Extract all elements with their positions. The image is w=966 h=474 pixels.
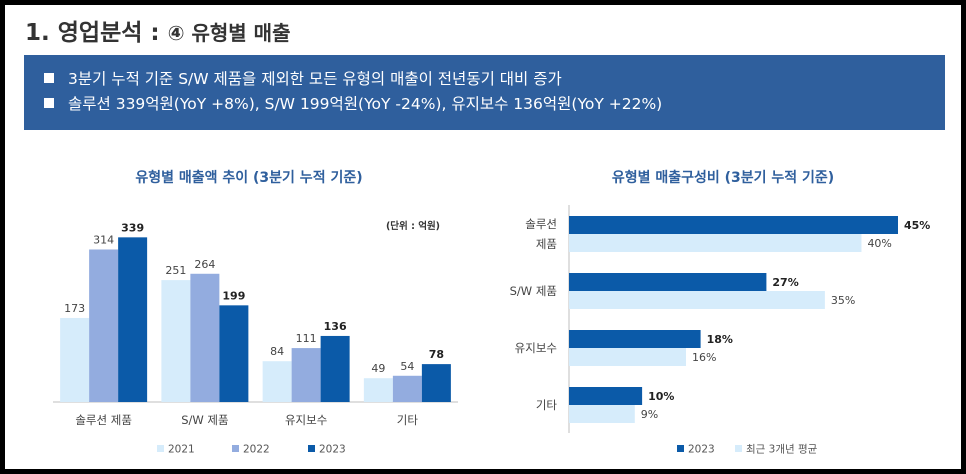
bar-2021: [161, 280, 191, 402]
bar-value-label: 251: [165, 264, 186, 277]
hbar-value-label: 18%: [707, 333, 733, 346]
category-label: 솔루션 제품: [75, 413, 132, 427]
legend-label: 2021: [168, 444, 195, 456]
category-label: 제품: [536, 237, 557, 251]
bar-2021: [262, 361, 292, 402]
summary-line-1: 3분기 누적 기준 S/W 제품을 제외한 모든 유형의 매출이 전년동기 대비…: [44, 67, 945, 92]
hbar-average: [569, 291, 825, 309]
bar-value-label: 111: [296, 332, 317, 345]
bar-value-label: 136: [324, 320, 347, 333]
bar-2022: [291, 348, 321, 402]
hbar-current: [569, 216, 898, 234]
revenue-trend-title: 유형별 매출액 추이 (3분기 누적 기준): [135, 169, 362, 186]
bar-2022: [190, 273, 220, 402]
summary-line-2: 솔루션 339억원(YoY +8%), S/W 199억원(YoY -24%),…: [44, 92, 945, 117]
charts-canvas: 유형별 매출액 추이 (3분기 누적 기준) (단위 : 억원) 173 314 3…: [53, 169, 931, 456]
category-label: 유지보수: [515, 341, 557, 355]
category-label: 기타: [397, 413, 419, 427]
category-label: S/W 제품: [510, 284, 557, 298]
bullet-square-icon: [44, 98, 54, 108]
hbar-value-label: 16%: [692, 351, 716, 364]
bullet-square-icon: [44, 73, 54, 83]
bar-value-label: 173: [64, 302, 85, 315]
hbar-average: [569, 405, 635, 423]
bar-2021: [363, 378, 393, 402]
revenue-mix-title: 유형별 매출구성비 (3분기 누적 기준): [612, 169, 834, 186]
bar-2023: [421, 364, 451, 402]
hbar-current: [569, 273, 767, 291]
hbar-average: [569, 234, 862, 252]
revenue-trend-chart: 유형별 매출액 추이 (3분기 누적 기준) (단위 : 억원) 173 314 3…: [53, 169, 458, 456]
hbar-value-label: 27%: [772, 276, 798, 289]
bar-value-label: 49: [371, 362, 385, 375]
bar-value-label: 199: [222, 289, 245, 302]
legend-label: 최근 3개년 평균: [746, 444, 818, 456]
hbar-current: [569, 330, 701, 348]
hbar-value-label: 10%: [648, 390, 674, 403]
legend-swatch: [157, 445, 164, 452]
unit-note: (단위 : 억원): [386, 220, 440, 232]
category-label: S/W 제품: [181, 413, 228, 427]
bar-value-label: 264: [194, 258, 215, 271]
legend-swatch: [677, 445, 684, 452]
summary-text-2: 솔루션 339억원(YoY +8%), S/W 199억원(YoY -24%),…: [68, 95, 663, 113]
category-label: 유지보수: [285, 413, 327, 427]
bar-2021: [60, 317, 90, 402]
bar-value-label: 54: [400, 360, 414, 373]
bar-value-label: 314: [93, 233, 114, 246]
bar-2022: [89, 249, 119, 402]
bar-value-label: 84: [270, 345, 284, 358]
legend-label: 2022: [243, 444, 270, 456]
summary-banner: 3분기 누적 기준 S/W 제품을 제외한 모든 유형의 매출이 전년동기 대비…: [24, 55, 945, 130]
bar-2023: [118, 237, 148, 402]
bar-value-label: 78: [429, 348, 444, 361]
hbar-value-label: 9%: [641, 408, 658, 421]
bar-2023: [219, 305, 249, 402]
hbar-value-label: 45%: [904, 219, 930, 232]
hbar-average: [569, 348, 686, 366]
page-title-main: 1. 영업분석 :: [25, 20, 160, 46]
bar-value-label: 339: [121, 221, 144, 234]
bar-2022: [392, 375, 422, 402]
hbar-value-label: 35%: [831, 294, 855, 307]
summary-text-1: 3분기 누적 기준 S/W 제품을 제외한 모든 유형의 매출이 전년동기 대비…: [68, 70, 562, 88]
legend-swatch: [232, 445, 239, 452]
page-title: 1. 영업분석 : ④ 유형별 매출: [25, 13, 290, 47]
page-subtitle: ④ 유형별 매출: [167, 21, 291, 45]
legend-label: 2023: [319, 444, 346, 456]
hbar-value-label: 40%: [867, 237, 891, 250]
legend-swatch: [308, 445, 315, 452]
bar-2023: [320, 335, 350, 402]
slide: 1. 영업분석 : ④ 유형별 매출 3분기 누적 기준 S/W 제품을 제외한…: [5, 5, 961, 469]
category-label: 기타: [536, 398, 558, 412]
legend-swatch: [735, 445, 742, 452]
legend-label: 2023: [688, 444, 715, 456]
category-label: 솔루션: [525, 217, 557, 231]
hbar-current: [569, 387, 643, 405]
